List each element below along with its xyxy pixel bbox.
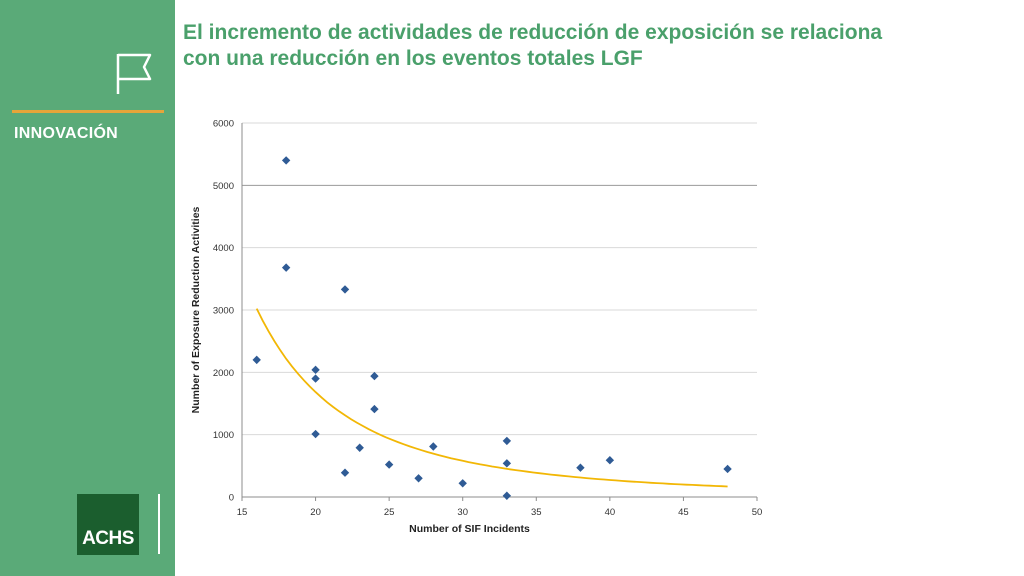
y-tick-label: 4000 — [213, 243, 234, 254]
trendline — [255, 308, 728, 488]
data-point — [311, 374, 320, 383]
data-point — [311, 365, 320, 375]
data-point — [370, 404, 379, 414]
data-point — [281, 156, 291, 165]
data-point — [502, 436, 512, 446]
flag-icon — [116, 53, 152, 94]
x-tick-label: 50 — [752, 507, 763, 518]
y-axis-label: Number of Exposure Reduction Activities — [190, 206, 202, 413]
data-point — [311, 429, 320, 439]
data-point — [429, 442, 438, 451]
data-point — [252, 355, 261, 365]
y-tick-label: 2000 — [213, 368, 234, 379]
sidebar-divider — [12, 110, 164, 113]
scatter-chart: 0 1000 2000 3000 4000 5000 6000 15 20 25 30 35 40 45 5… — [190, 119, 763, 536]
data-point — [281, 263, 291, 272]
y-tick-label: 1000 — [213, 430, 234, 441]
x-tick-label: 30 — [457, 507, 468, 518]
data-point — [605, 456, 615, 465]
data-point — [340, 285, 350, 294]
y-tick-label: 3000 — [213, 306, 234, 317]
logo-text: ACHS — [82, 528, 134, 549]
y-tick-label: 5000 — [213, 181, 234, 192]
x-tick-label: 15 — [237, 507, 248, 518]
data-point — [502, 491, 512, 500]
data-point — [502, 459, 512, 468]
y-tick-label: 0 — [229, 493, 234, 504]
logo-separator — [158, 494, 160, 554]
section-label: INNOVACIÓN — [14, 125, 119, 142]
x-tick-label: 35 — [531, 507, 542, 518]
x-tick-label: 45 — [678, 507, 689, 518]
sidebar: INNOVACIÓN ACHS — [0, 0, 175, 576]
x-axis-label: Number of SIF Incidents — [409, 523, 530, 535]
x-tick-label: 40 — [605, 507, 616, 518]
data-point — [414, 474, 423, 483]
x-tick-label: 25 — [384, 507, 395, 518]
data-point — [576, 463, 585, 472]
data-point — [723, 464, 732, 474]
data-point — [370, 371, 379, 381]
y-tick-label: 6000 — [213, 119, 234, 130]
page-title: El incremento de actividades de reducció… — [183, 21, 883, 70]
data-point — [355, 443, 364, 452]
data-point — [340, 468, 350, 477]
x-tick-label: 20 — [310, 507, 321, 518]
data-point — [384, 460, 394, 469]
data-point — [458, 479, 467, 488]
achs-logo: ACHS — [77, 494, 139, 555]
